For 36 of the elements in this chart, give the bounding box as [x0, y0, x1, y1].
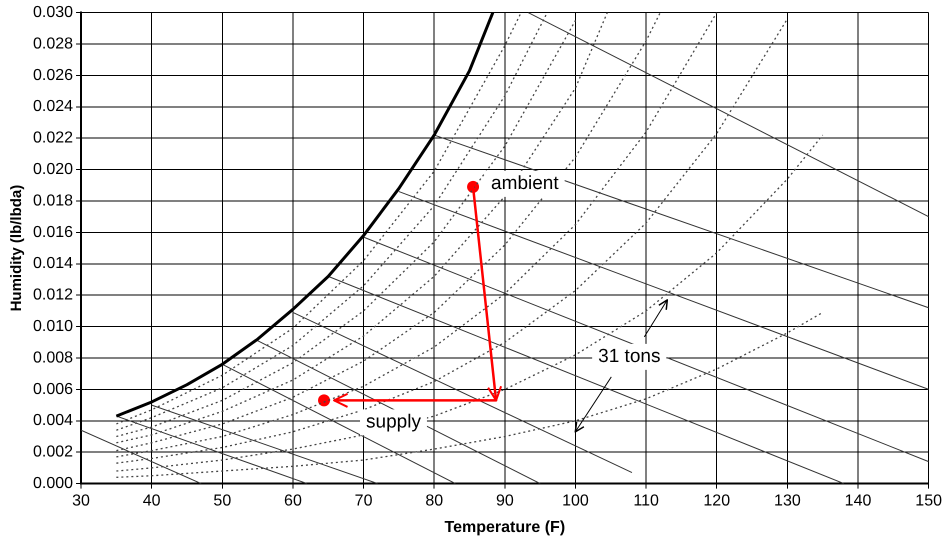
x-tick-label: 100: [562, 492, 589, 510]
annotation: 31 tons: [598, 346, 660, 368]
y-tick-label: 0.024: [32, 98, 74, 116]
y-tick-label: 0.016: [32, 224, 74, 241]
x-tick-label: 70: [354, 492, 373, 510]
line-series: [116, 312, 824, 478]
y-tick-label: 0.014: [32, 255, 74, 272]
y-tick-label: 0.020: [32, 161, 74, 178]
y-tick-label: 0.026: [32, 66, 74, 84]
y-tick-label: 0.002: [32, 444, 74, 461]
y-tick-label: 0.022: [32, 130, 74, 147]
annotation: ambient: [491, 173, 560, 194]
y-tick-label: 0.006: [32, 380, 74, 398]
x-tick-label: 30: [72, 492, 90, 510]
annotation: supply: [366, 412, 422, 433]
y-tick-label: 0.018: [32, 192, 74, 210]
x-tick-label: 80: [425, 492, 444, 510]
x-tick-label: 60: [284, 492, 302, 510]
line-series: [116, 134, 824, 472]
y-tick-label: 0.030: [32, 4, 74, 22]
x-tick-label: 90: [496, 492, 514, 510]
y-tick-label: 0.008: [32, 349, 74, 366]
x-tick-label: 50: [213, 492, 232, 510]
x-tick-label: 150: [915, 492, 942, 510]
y-tick-label: 0.012: [32, 286, 74, 304]
y-tick-label: 0.028: [32, 35, 74, 52]
x-tick-label: 130: [774, 492, 801, 510]
x-tick-label: 140: [844, 492, 872, 510]
y-tick-label: 0.004: [32, 412, 74, 430]
y-tick-label: 0.000: [32, 475, 74, 492]
x-tick-label: 40: [142, 492, 161, 510]
y-tick-label: 0.010: [32, 318, 74, 336]
y-axis-title: Humidity (lb/lbda): [8, 184, 26, 312]
x-tick-label: 120: [703, 492, 730, 510]
x-tick-label: 110: [633, 492, 659, 510]
x-axis-title: Temperature (F): [444, 518, 566, 536]
